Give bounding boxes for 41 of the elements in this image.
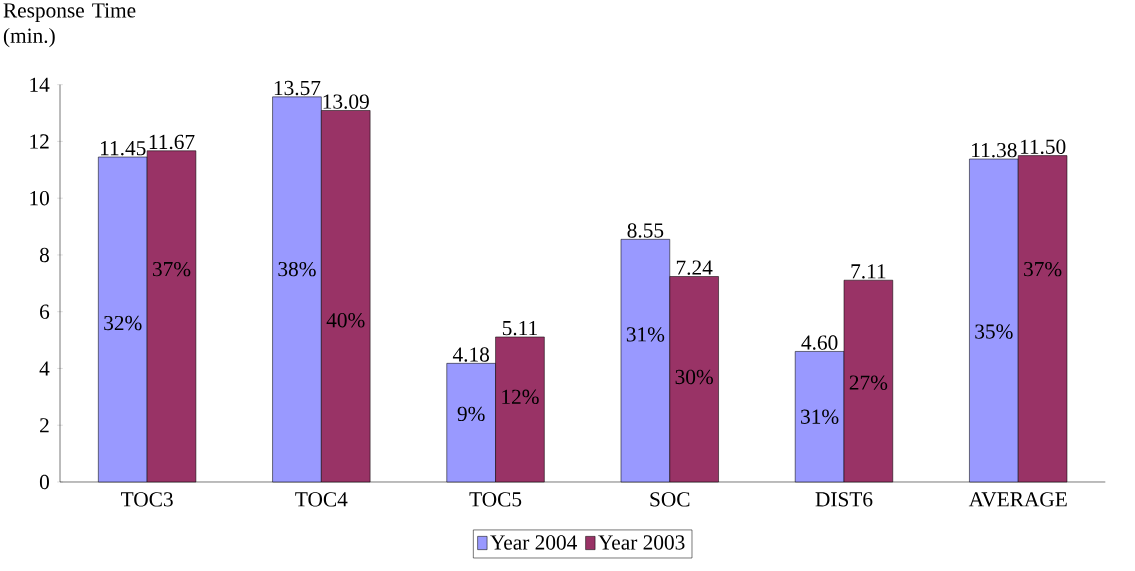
annotation: 30% (675, 369, 713, 385)
x-tick-label: TOC4 (295, 492, 348, 507)
annotation: 35% (975, 324, 1013, 339)
annotation: 9% (457, 406, 485, 422)
data-label: 8.55 (627, 223, 664, 238)
data-label: 4.18 (452, 347, 490, 362)
legend-label: Year 2003 (598, 535, 685, 550)
y-tick-label: 12 (30, 134, 49, 149)
data-label: 11.67 (149, 134, 195, 150)
data-label: 4.60 (801, 335, 838, 350)
y-tick-label: 8 (39, 247, 49, 263)
legend-label: Year 2004 (490, 535, 577, 550)
data-label: 13.57 (274, 80, 321, 96)
annotation: 37% (1024, 261, 1062, 277)
y-tick-label: 14 (30, 77, 50, 92)
y-tick-label: 10 (30, 190, 49, 206)
data-label: 11.45 (101, 141, 146, 156)
x-tick-label: TOC5 (469, 492, 522, 507)
y-tick-label: 4 (39, 361, 50, 376)
data-label: 13.09 (323, 94, 369, 109)
x-tick-label: DIST6 (815, 492, 873, 507)
annotation: 32% (104, 315, 142, 331)
data-label: 11.50 (1020, 139, 1066, 154)
x-tick-label: AVERAGE (968, 492, 1067, 507)
data-label: 11.38 (972, 142, 1017, 158)
y-tick-label: 2 (40, 418, 49, 433)
x-tick-label: TOC3 (121, 492, 173, 507)
annotation: 31% (626, 327, 665, 342)
annotation: 27% (849, 375, 888, 390)
data-label: 5.11 (502, 320, 537, 336)
annotation: 40% (326, 312, 365, 328)
annotation: 37% (152, 261, 191, 277)
annotation: 31% (801, 409, 839, 424)
annotation: 38% (278, 261, 316, 277)
y-tick-label: 6 (40, 304, 50, 319)
x-tick-label: SOC (650, 492, 690, 507)
y-axis-title: Response Time (min.) (3, 3, 136, 48)
y-tick-label: 0 (39, 474, 49, 490)
data-label: 7.24 (676, 260, 713, 275)
data-label: 7.11 (851, 264, 886, 279)
annotation: 12% (502, 389, 539, 405)
